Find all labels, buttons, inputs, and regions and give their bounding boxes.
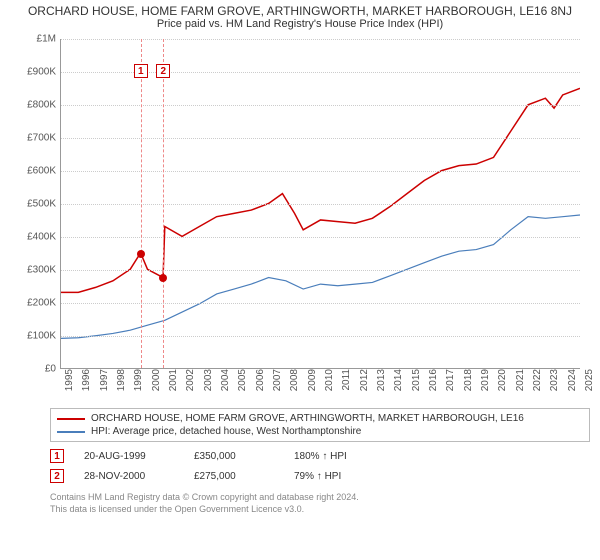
x-axis-label: 2000 [151, 369, 162, 399]
y-axis-label: £400K [10, 232, 56, 243]
y-axis-label: £600K [10, 166, 56, 177]
y-axis-label: £1M [10, 34, 56, 45]
x-axis-label: 2021 [515, 369, 526, 399]
x-axis-label: 2025 [584, 369, 595, 399]
y-axis-label: £700K [10, 133, 56, 144]
gridline [61, 270, 580, 271]
x-axis-label: 2005 [237, 369, 248, 399]
x-axis-label: 2008 [289, 369, 300, 399]
marker-ref-box: 2 [50, 469, 64, 483]
legend-swatch [57, 418, 85, 420]
series-line [61, 215, 580, 338]
y-axis-label: £300K [10, 265, 56, 276]
x-axis-label: 2017 [445, 369, 456, 399]
gridline [61, 237, 580, 238]
marker-vline [163, 39, 164, 368]
chart-area: 12 £0 £100K £200K £300K £400K £500K £600K £700K… [10, 34, 590, 404]
x-axis-label: 1999 [133, 369, 144, 399]
gridline [61, 303, 580, 304]
gridline [61, 39, 580, 40]
legend-label: ORCHARD HOUSE, HOME FARM GROVE, ARTHINGW… [91, 413, 524, 424]
x-axis-label: 1997 [99, 369, 110, 399]
txn-pct: 180% ↑ HPI [294, 451, 347, 462]
plot-region: 12 [60, 39, 580, 369]
y-axis-label: £200K [10, 298, 56, 309]
gridline [61, 336, 580, 337]
x-axis-label: 2016 [428, 369, 439, 399]
data-point [159, 274, 167, 282]
txn-pct: 79% ↑ HPI [294, 471, 341, 482]
table-row: 2 28-NOV-2000 £275,000 79% ↑ HPI [50, 466, 590, 486]
x-axis-label: 2020 [497, 369, 508, 399]
x-axis-label: 2022 [532, 369, 543, 399]
chart-subtitle: Price paid vs. HM Land Registry's House … [0, 18, 600, 34]
footer-line: Contains HM Land Registry data © Crown c… [50, 492, 590, 504]
legend-item: ORCHARD HOUSE, HOME FARM GROVE, ARTHINGW… [57, 412, 583, 425]
footer-attribution: Contains HM Land Registry data © Crown c… [50, 492, 590, 515]
x-axis-label: 2015 [411, 369, 422, 399]
legend-swatch [57, 431, 85, 433]
x-axis-label: 2002 [185, 369, 196, 399]
gridline [61, 138, 580, 139]
x-axis-label: 2011 [341, 369, 352, 399]
x-axis-label: 2012 [359, 369, 370, 399]
y-axis-label: £800K [10, 100, 56, 111]
marker-label-box: 1 [134, 64, 148, 78]
x-axis-label: 2014 [393, 369, 404, 399]
txn-price: £275,000 [194, 471, 274, 482]
transactions-table: 1 20-AUG-1999 £350,000 180% ↑ HPI 2 28-N… [50, 446, 590, 486]
table-row: 1 20-AUG-1999 £350,000 180% ↑ HPI [50, 446, 590, 466]
marker-label-box: 2 [156, 64, 170, 78]
data-point [137, 250, 145, 258]
x-axis-label: 1995 [64, 369, 75, 399]
marker-ref-box: 1 [50, 449, 64, 463]
gridline [61, 171, 580, 172]
x-axis-label: 2007 [272, 369, 283, 399]
x-axis-label: 2019 [480, 369, 491, 399]
legend-label: HPI: Average price, detached house, West… [91, 426, 361, 437]
y-axis-label: £0 [10, 364, 56, 375]
x-axis-label: 2018 [463, 369, 474, 399]
x-axis-label: 2024 [567, 369, 578, 399]
x-axis-label: 2023 [549, 369, 560, 399]
x-axis-label: 2010 [324, 369, 335, 399]
x-axis-label: 2006 [255, 369, 266, 399]
gridline [61, 204, 580, 205]
chart-title: ORCHARD HOUSE, HOME FARM GROVE, ARTHINGW… [0, 0, 600, 18]
legend-item: HPI: Average price, detached house, West… [57, 425, 583, 438]
txn-date: 28-NOV-2000 [84, 471, 174, 482]
txn-date: 20-AUG-1999 [84, 451, 174, 462]
series-line [61, 88, 580, 292]
legend-box: ORCHARD HOUSE, HOME FARM GROVE, ARTHINGW… [50, 408, 590, 442]
y-axis-label: £500K [10, 199, 56, 210]
x-axis-label: 2003 [203, 369, 214, 399]
gridline [61, 105, 580, 106]
x-axis-label: 1998 [116, 369, 127, 399]
y-axis-label: £900K [10, 67, 56, 78]
x-axis-label: 1996 [81, 369, 92, 399]
x-axis-label: 2013 [376, 369, 387, 399]
x-axis-label: 2009 [307, 369, 318, 399]
y-axis-label: £100K [10, 331, 56, 342]
chart-container: ORCHARD HOUSE, HOME FARM GROVE, ARTHINGW… [0, 0, 600, 560]
x-axis-label: 2001 [168, 369, 179, 399]
x-axis-label: 2004 [220, 369, 231, 399]
txn-price: £350,000 [194, 451, 274, 462]
marker-vline [141, 39, 142, 368]
footer-line: This data is licensed under the Open Gov… [50, 504, 590, 516]
